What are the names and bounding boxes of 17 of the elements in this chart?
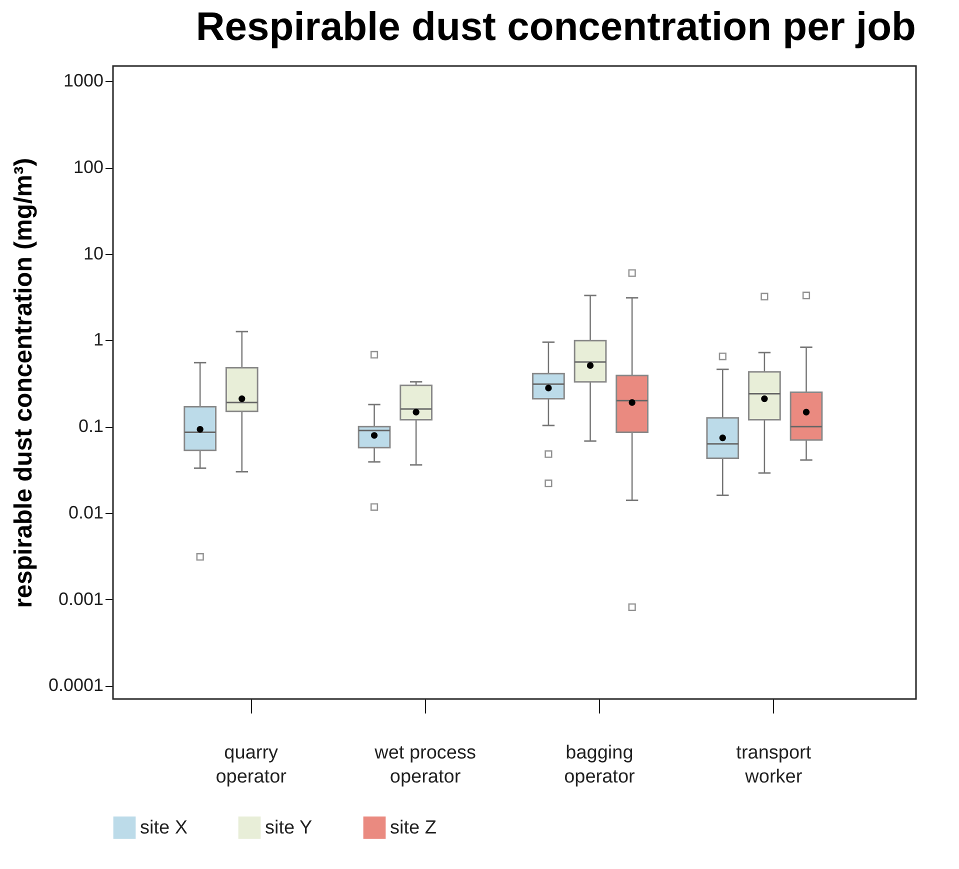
y-tick-label: 0.001 xyxy=(58,588,104,609)
y-tick-label: 0.1 xyxy=(78,416,104,436)
y-tick-label: 100 xyxy=(73,157,104,178)
x-tick-label: transport worker xyxy=(736,742,812,788)
y-tick-label: 0.0001 xyxy=(48,675,104,696)
y-tick-label: 1000 xyxy=(63,70,104,91)
legend-label: site X xyxy=(140,818,188,839)
legend-label: site Z xyxy=(390,818,437,839)
y-tick-label: 0.01 xyxy=(68,502,104,522)
y-axis-title: respirable dust concentration (mg/m³) xyxy=(9,158,38,608)
chart-title: Respirable dust concentration per job xyxy=(196,5,916,49)
y-tick-label: 10 xyxy=(83,243,104,264)
y-tick-label: 1 xyxy=(93,330,104,350)
x-tick-label: bagging operator xyxy=(564,742,636,788)
x-tick-label: wet process operator xyxy=(374,742,476,788)
legend-label: site Y xyxy=(265,818,312,839)
x-tick-label: quarry operator xyxy=(216,742,288,788)
